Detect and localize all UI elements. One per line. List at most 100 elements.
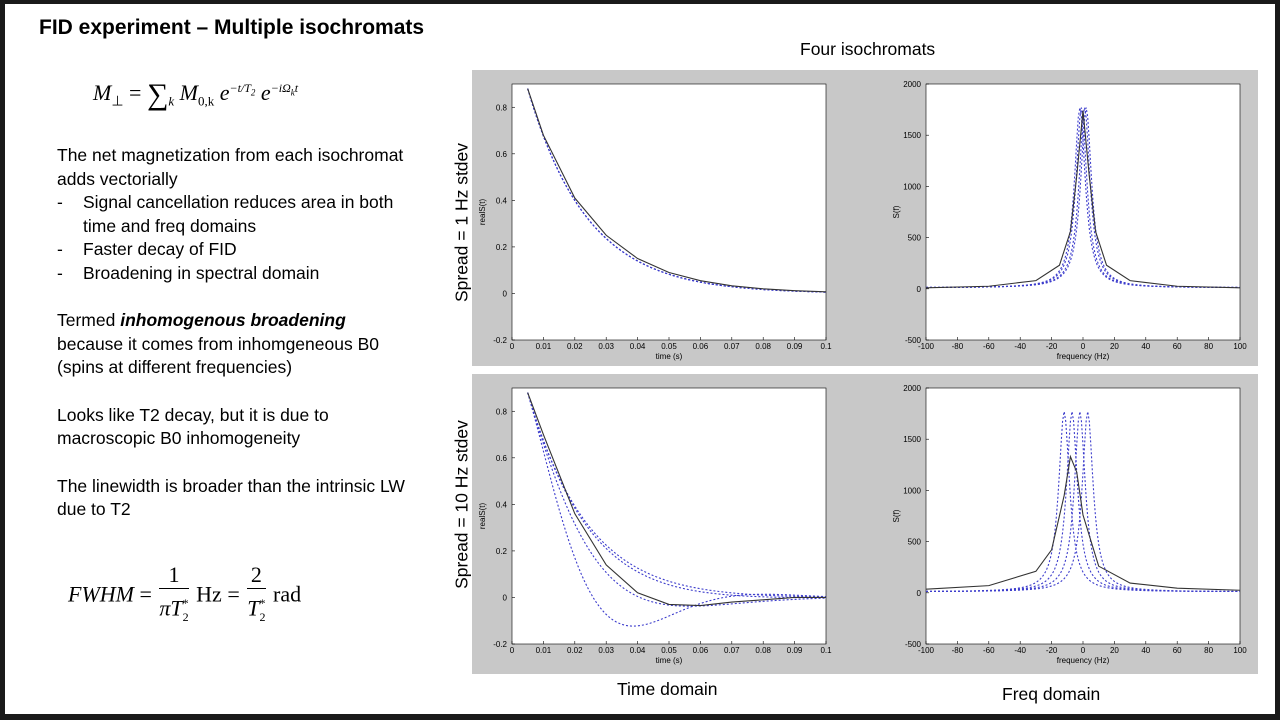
x-tick-label: 0.04 (630, 342, 646, 351)
y-tick-label: 0.2 (496, 243, 508, 252)
bullet-marker: - (57, 239, 63, 259)
x-tick-label: 0.07 (724, 646, 740, 655)
y-tick-label: 0.6 (496, 150, 508, 159)
eq-symbol: rad (273, 581, 302, 607)
plot-1: -100 -80 -60 -40 -20 0 20 40 60 80 100 -500 0 500 1000… (892, 80, 1247, 361)
eq-symbol: −t/T (229, 80, 251, 95)
isochromat-line-0 (527, 392, 827, 627)
x-tick-label: 0.01 (536, 646, 552, 655)
y-tick-label: -0.2 (493, 336, 507, 345)
x-tick-label: -60 (983, 646, 995, 655)
figure-heading: Four isochromats (800, 39, 936, 59)
y-axis-label: S(f) (892, 205, 901, 218)
x-tick-label: 0.05 (661, 342, 677, 351)
x-tick-label: 0.03 (598, 646, 614, 655)
x-tick-label: 0.05 (661, 646, 677, 655)
eq-symbol: T (247, 595, 260, 621)
y-axis-label: S(f) (892, 509, 901, 522)
eq-symbol: 2 (259, 609, 266, 624)
x-tick-label: 100 (1233, 342, 1247, 351)
x-tick-label: -100 (918, 342, 935, 351)
x-tick-label: 0.08 (755, 342, 771, 351)
x-tick-label: 0.04 (630, 646, 646, 655)
x-tick-label: -40 (1014, 646, 1026, 655)
bullet-item: - Faster decay of FID (57, 238, 417, 262)
plot-area (925, 83, 1241, 341)
y-axis-label: realS(t) (478, 503, 487, 530)
x-tick-label: 40 (1141, 342, 1150, 351)
x-tick-label: 0 (510, 342, 515, 351)
fwhm-equation: FWHM = 1 πT*2 Hz = 2 T*2 rad (68, 562, 301, 631)
bullet-item: - Signal cancellation reduces area in bot… (57, 191, 417, 238)
x-tick-label: 40 (1141, 646, 1150, 655)
plot-area (511, 387, 827, 645)
paragraph-t2-decay: Looks like T2 decay, but it is due to ma… (57, 404, 329, 449)
y-tick-label: -500 (905, 640, 922, 649)
eq-symbol: 2 (182, 609, 189, 624)
eq-symbol: −iΩ (270, 80, 291, 95)
x-tick-label: 100 (1233, 646, 1247, 655)
x-tick-label: 0.06 (693, 342, 709, 351)
bullet-marker: - (57, 262, 63, 283)
y-tick-label: 0.4 (496, 500, 508, 509)
row-label-10hz: Spread = 10 Hz stdev (451, 420, 472, 589)
row-label-1hz: Spread = 1 Hz stdev (451, 142, 472, 303)
eq-symbol: e (260, 80, 271, 105)
x-tick-label: -60 (983, 342, 995, 351)
eq-symbol: * (259, 596, 266, 610)
plot-3: -100 -80 -60 -40 -20 0 20 40 60 80 100 -500 0 500 1000… (892, 384, 1247, 665)
y-tick-label: 0.6 (496, 454, 508, 463)
y-tick-label: 500 (908, 538, 922, 547)
plot-0: 0 0.01 0.02 0.03 0.04 0.05 0.06 0.07 0.08 0.09 0.1… (478, 83, 832, 361)
x-tick-label: 20 (1110, 342, 1119, 351)
x-tick-label: 80 (1204, 646, 1213, 655)
isochromat-figure: 0 0.01 0.02 0.03 0.04 0.05 0.06 0.07 0.08 0.09 0.1… (472, 70, 1258, 674)
y-tick-label: -0.2 (493, 640, 507, 649)
bullet-item: - Broadening in spectral domain (57, 262, 417, 286)
plot-area (511, 83, 827, 341)
x-axis-label: frequency (Hz) (1057, 352, 1110, 361)
sum-line (527, 88, 827, 293)
eq-symbol: Hz (196, 581, 222, 607)
eq-symbol: M (93, 80, 112, 105)
x-tick-label: 0.02 (567, 646, 583, 655)
x-axis-label: time (s) (656, 352, 683, 361)
x-tick-label: 0.01 (536, 342, 552, 351)
y-tick-label: 2000 (903, 384, 921, 393)
eq-symbol: 2 (250, 87, 256, 98)
paragraph-net-magnetization: The net magnetization from each isochrom… (57, 145, 404, 189)
paragraph-linewidth: The linewidth is broader than the intrin… (57, 475, 405, 520)
eq-symbol: * (182, 596, 189, 610)
y-tick-label: 0.4 (496, 196, 508, 205)
eq-symbol: k (290, 87, 295, 98)
bullet-text: Faster decay of FID (83, 239, 237, 259)
isochromat-line-3 (925, 411, 1241, 593)
x-tick-label: 0.09 (787, 646, 803, 655)
isochromat-line-1 (527, 392, 827, 607)
x-tick-label: 0.1 (820, 342, 832, 351)
eq-symbol: 0,k (197, 93, 215, 109)
eq-sum: ∑ (146, 78, 169, 111)
sum-line (527, 392, 826, 607)
paragraph-inhomogenous: Termed inhomogenous broadening because it… (57, 309, 417, 380)
y-tick-label: 0.2 (496, 547, 508, 556)
x-tick-label: 80 (1204, 342, 1213, 351)
y-tick-label: 0 (917, 589, 922, 598)
x-axis-label: time (s) (656, 656, 683, 665)
slide-title: FID experiment – Multiple isochromats (39, 16, 425, 39)
y-tick-label: 0 (503, 289, 508, 298)
eq-symbol: e (219, 80, 230, 105)
y-tick-label: 500 (908, 234, 922, 243)
isochromat-line-3 (527, 392, 827, 599)
eq-symbol: 2 (247, 562, 266, 589)
col-label-freq: Freq domain (1002, 684, 1101, 704)
x-tick-label: 0.09 (787, 342, 803, 351)
eq-symbol: k (168, 93, 175, 109)
col-label-time: Time domain (617, 679, 718, 699)
eq-symbol: t (294, 80, 299, 95)
y-tick-label: 0 (503, 593, 508, 602)
isochromat-line-2 (527, 392, 827, 598)
y-axis-label: realS(t) (478, 199, 487, 226)
eq-symbol: FWHM (68, 581, 134, 607)
sum-line (925, 454, 1241, 591)
